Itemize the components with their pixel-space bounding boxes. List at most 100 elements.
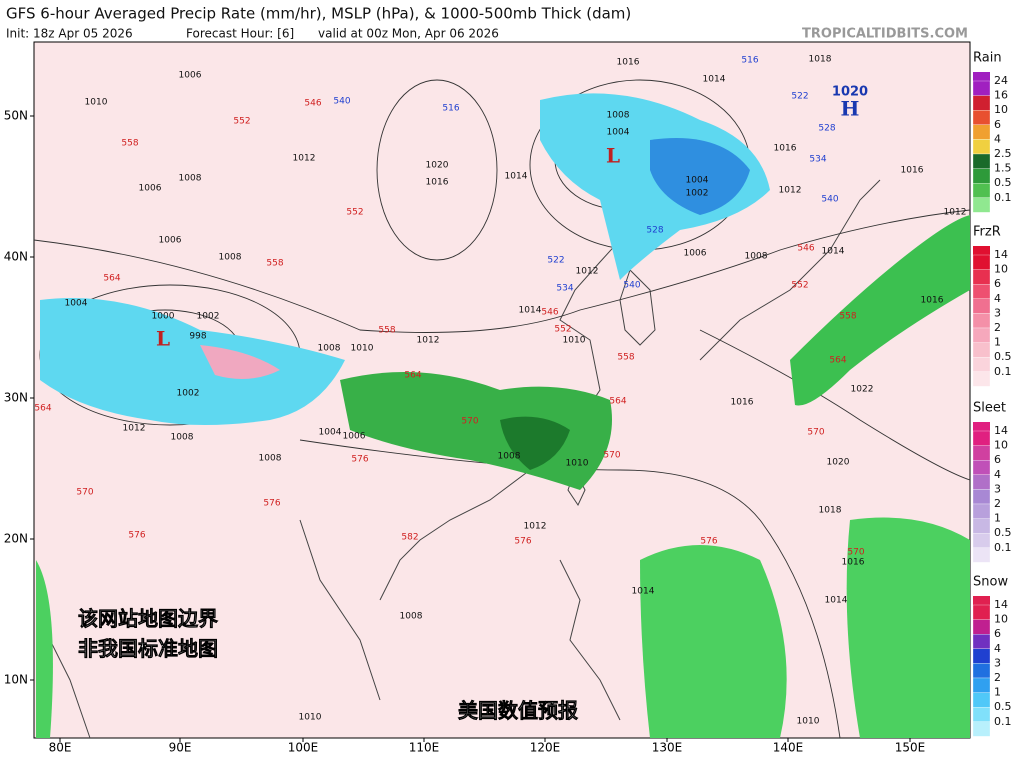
colorbar-segment [972,518,991,534]
colorbar-segment [972,430,991,446]
thickness-label: 546 [304,99,321,109]
colorbar-segment [972,474,991,490]
colorbar-top [973,246,990,255]
isobar [699,329,971,481]
isobar-label: 1010 [351,344,374,354]
legend-label: 2 [994,497,1001,510]
coast [299,519,381,701]
snow-area [540,93,770,280]
lon-label: 140E [773,741,804,755]
legend-label: 2.5 [994,147,1012,160]
colorbar-segment [972,721,991,737]
isobar-label: 1016 [921,296,944,306]
legend-title: Rain [973,51,1002,66]
colorbar-segment [972,648,991,664]
legend-label: 0.5 [994,176,1012,189]
colorbar-segment [972,168,991,184]
legend-label: 10 [994,439,1008,452]
colorbar-segment [972,707,991,722]
thickness-label: 576 [263,499,280,509]
colorbar-segment [972,95,991,111]
thickness-label: 552 [233,117,250,127]
thickness-label: 564 [609,397,626,407]
isobar-label: 1008 [259,454,282,464]
thickness-label: 558 [378,326,395,336]
legend-label: 0.5 [994,526,1012,539]
isobar-label: 1014 [703,75,726,85]
thickness-label: 564 [103,274,120,284]
isobar-label: 1008 [171,433,194,443]
isobar-label: 1014 [822,247,845,257]
thickness-label: 570 [461,417,478,427]
thickness-label: 558 [617,353,634,363]
isobar-label: 1002 [177,389,200,399]
legend-label: 16 [994,89,1008,102]
isobar-label: 1006 [343,432,366,442]
thickness-label: 576 [128,531,145,541]
isobar-label: 1002 [686,189,709,199]
isobar-label: 1014 [632,587,655,597]
legend-label: 0.1 [994,191,1012,204]
title: GFS 6-hour Averaged Precip Rate (mm/hr),… [6,5,631,23]
legend-label: 10 [994,613,1008,626]
legend-label: 2 [994,321,1001,334]
isobar [299,439,841,739]
thickness-label: 564 [404,371,421,381]
colorbar-segment [972,254,991,270]
legend-label: 14 [994,598,1008,611]
isobar-label: 1004 [607,128,630,138]
legend-title: Snow [973,575,1008,590]
isobar-label: 1008 [400,612,423,622]
isobar-label: 1008 [745,252,768,262]
legend-label: 4 [994,292,1001,305]
colorbar-segment [972,124,991,140]
colorbar-segment [972,460,991,475]
forecast-hour: Forecast Hour: [6] [186,27,294,41]
legend-label: 4 [994,132,1001,145]
legend-label: 2 [994,671,1001,684]
isobar-label: 1022 [851,385,874,395]
colorbar-segment [972,445,991,461]
legend-label: 6 [994,453,1001,466]
isobar-label: 1004 [686,176,709,186]
colorbar-segment [972,110,991,125]
init: Init: 18z Apr 05 2026 [6,27,133,41]
rain-area [36,560,53,738]
pressure-center: H [841,97,860,121]
rain-area [846,517,970,738]
legend-label: 6 [994,277,1001,290]
legends: Rain241610642.51.50.50.1FrzR1410643210.5… [972,51,1012,737]
colorbar-segment [972,619,991,635]
thickness-label: 576 [514,537,531,547]
frzr-area [200,345,280,379]
legend-label: 3 [994,306,1001,319]
isobar-label: 1010 [299,713,322,723]
isobar-label: 1014 [825,596,848,606]
thickness-label: 540 [623,281,640,291]
isobar-label: 1006 [139,184,162,194]
precip [36,93,970,738]
thickness-label: 570 [76,488,93,498]
lat-label: 20N [4,532,28,546]
notice: 非我国标准地图 [78,637,218,661]
isobar-label: 1016 [774,144,797,154]
colorbar-segment [972,604,991,620]
colorbar-segment [972,663,991,679]
thickness-label: 528 [818,124,835,134]
thickness-label: 540 [333,97,350,107]
legend-label: 14 [994,248,1008,261]
colorbar-segment [972,357,991,372]
isobar-label: 1014 [519,306,542,316]
isobar-label: 1006 [684,249,707,259]
colorbar-segment [972,269,991,285]
thickness-label: 558 [266,259,283,269]
colorbar-top [973,72,990,81]
colorbar-segment [972,80,991,96]
lat-label: 10N [4,673,28,687]
colorbar-segment [972,533,991,548]
coast [559,559,621,721]
lat-label: 30N [4,391,28,405]
legend-label: 1 [994,336,1001,349]
legend-label: 10 [994,263,1008,276]
